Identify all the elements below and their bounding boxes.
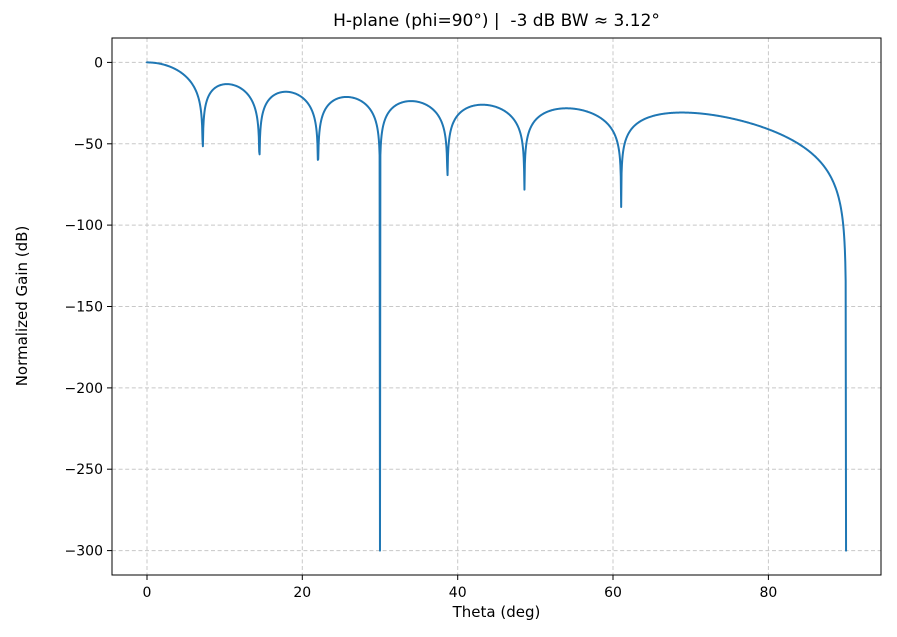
y-tick-label: −150 bbox=[65, 300, 103, 316]
gridlines bbox=[112, 38, 881, 575]
x-axis: 0 20 40 60 80 bbox=[143, 575, 777, 601]
y-tick-label: −250 bbox=[65, 462, 103, 478]
pattern-curve bbox=[145, 61, 848, 552]
y-tick-label: −100 bbox=[65, 218, 103, 234]
x-axis-label: Theta (deg) bbox=[452, 603, 541, 621]
y-axis: 0 −50 −100 −150 −200 −250 −300 bbox=[65, 55, 112, 560]
y-tick-label: 0 bbox=[94, 55, 103, 71]
x-tick-label: 80 bbox=[759, 585, 777, 601]
y-tick-label: −50 bbox=[73, 137, 103, 153]
chart-title: H-plane (phi=90°) | -3 dB BW ≈ 3.12° bbox=[333, 11, 660, 31]
x-tick-label: 60 bbox=[604, 585, 622, 601]
y-axis-label: Normalized Gain (dB) bbox=[13, 225, 31, 387]
x-tick-label: 20 bbox=[293, 585, 311, 601]
x-tick-label: 40 bbox=[449, 585, 467, 601]
x-tick-label: 0 bbox=[143, 585, 152, 601]
y-tick-label: −200 bbox=[65, 381, 103, 397]
y-tick-label: −300 bbox=[65, 544, 103, 560]
